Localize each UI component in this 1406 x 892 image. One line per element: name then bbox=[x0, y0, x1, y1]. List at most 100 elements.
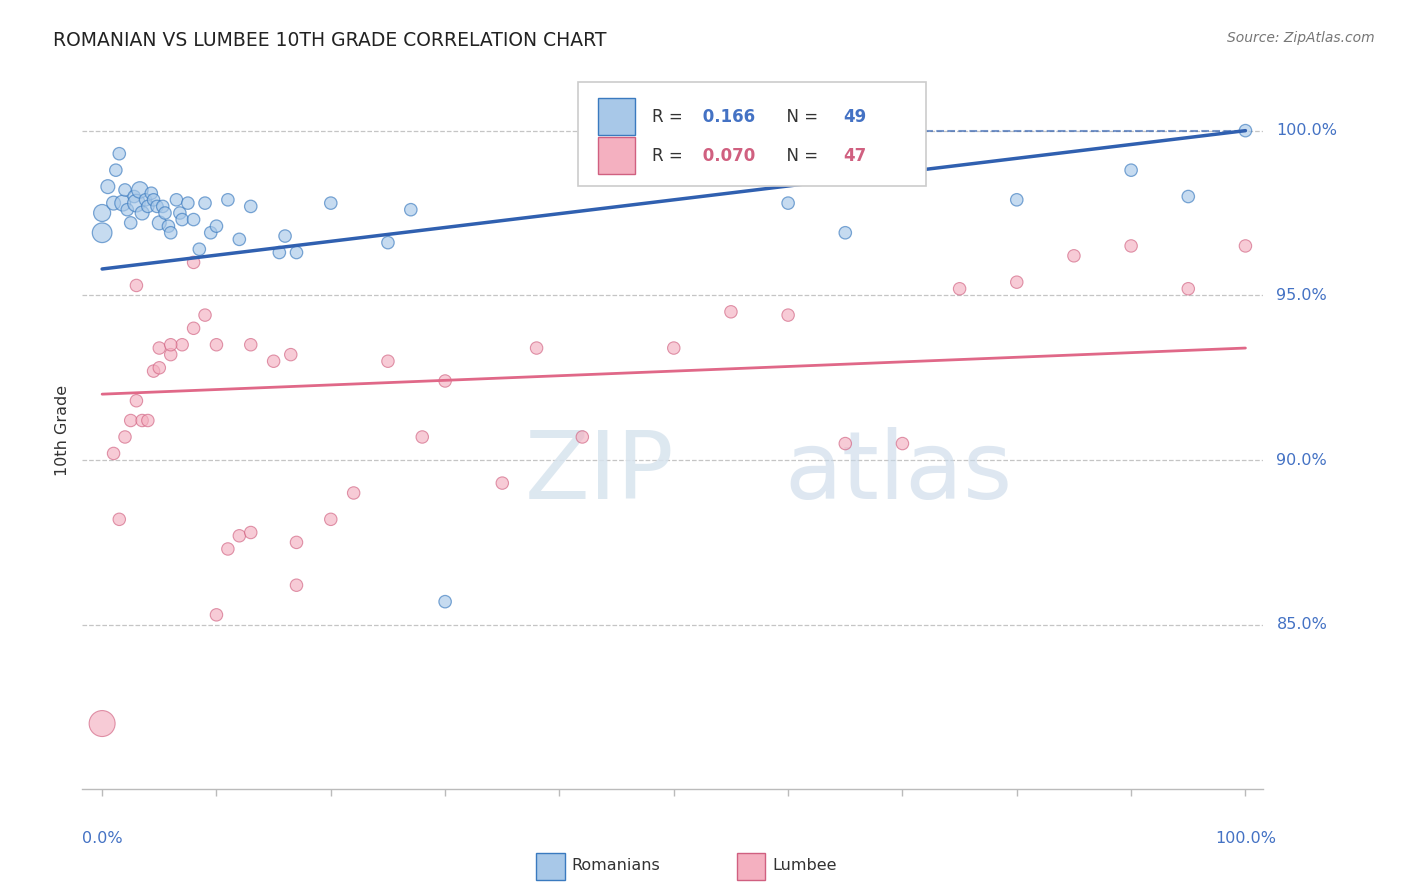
Point bbox=[169, 206, 191, 220]
Point bbox=[343, 486, 366, 500]
Text: 0.166: 0.166 bbox=[697, 108, 755, 126]
Point bbox=[377, 235, 399, 250]
Point bbox=[131, 206, 153, 220]
FancyBboxPatch shape bbox=[578, 82, 927, 186]
Text: 49: 49 bbox=[844, 108, 866, 126]
Point bbox=[159, 337, 181, 351]
Point bbox=[103, 196, 125, 211]
Point bbox=[97, 179, 120, 194]
Point bbox=[148, 216, 170, 230]
Point bbox=[111, 196, 134, 211]
Text: N =: N = bbox=[776, 108, 824, 126]
Point bbox=[526, 341, 548, 355]
Point bbox=[117, 202, 139, 217]
Point bbox=[148, 341, 170, 355]
Text: 90.0%: 90.0% bbox=[1277, 452, 1327, 467]
Text: R =: R = bbox=[652, 108, 688, 126]
Point bbox=[108, 146, 131, 161]
Point bbox=[269, 245, 291, 260]
Point bbox=[274, 229, 297, 244]
Text: atlas: atlas bbox=[785, 427, 1012, 519]
Point bbox=[1234, 123, 1257, 137]
Point bbox=[108, 512, 131, 526]
Point bbox=[136, 413, 159, 427]
Point bbox=[103, 446, 125, 460]
Point bbox=[91, 206, 114, 220]
Point bbox=[205, 219, 228, 234]
Point bbox=[146, 199, 169, 213]
Point bbox=[142, 193, 165, 207]
Point bbox=[114, 430, 136, 444]
Point bbox=[165, 193, 187, 207]
Point bbox=[177, 196, 200, 211]
Point bbox=[183, 321, 205, 335]
Point bbox=[141, 186, 163, 201]
Point bbox=[104, 163, 127, 178]
Point bbox=[153, 206, 176, 220]
Point bbox=[135, 193, 157, 207]
Point bbox=[172, 337, 194, 351]
Point bbox=[125, 393, 148, 408]
Point bbox=[1005, 193, 1028, 207]
Y-axis label: 10th Grade: 10th Grade bbox=[55, 384, 70, 476]
Point bbox=[91, 226, 114, 240]
Point bbox=[136, 199, 159, 213]
Point bbox=[239, 337, 262, 351]
Point bbox=[285, 245, 308, 260]
Point bbox=[571, 430, 593, 444]
Point bbox=[319, 512, 342, 526]
Point bbox=[217, 541, 239, 556]
Point bbox=[434, 374, 457, 388]
Point bbox=[411, 430, 433, 444]
Text: ZIP: ZIP bbox=[524, 427, 673, 519]
Text: N =: N = bbox=[776, 146, 824, 164]
Point bbox=[142, 364, 165, 378]
Point bbox=[239, 525, 262, 540]
Point bbox=[1177, 282, 1199, 296]
Point bbox=[1005, 275, 1028, 289]
Text: 100.0%: 100.0% bbox=[1215, 831, 1275, 847]
Text: Source: ZipAtlas.com: Source: ZipAtlas.com bbox=[1227, 31, 1375, 45]
Bar bbox=[598, 136, 636, 174]
Text: 95.0%: 95.0% bbox=[1277, 288, 1327, 303]
Point bbox=[285, 535, 308, 549]
Text: R =: R = bbox=[652, 146, 688, 164]
Point bbox=[662, 341, 685, 355]
Point bbox=[399, 202, 422, 217]
Point bbox=[91, 716, 114, 731]
Point bbox=[319, 196, 342, 211]
Point bbox=[200, 226, 222, 240]
Point bbox=[188, 242, 211, 256]
Text: 85.0%: 85.0% bbox=[1277, 617, 1327, 632]
Point bbox=[1119, 239, 1142, 253]
Point bbox=[377, 354, 399, 368]
Text: 100.0%: 100.0% bbox=[1277, 123, 1337, 138]
Point bbox=[183, 212, 205, 227]
Text: Romanians: Romanians bbox=[572, 858, 661, 873]
Point bbox=[120, 216, 142, 230]
Point bbox=[228, 232, 250, 246]
Point bbox=[891, 436, 914, 450]
Point bbox=[834, 226, 856, 240]
Point bbox=[217, 193, 239, 207]
Text: ROMANIAN VS LUMBEE 10TH GRADE CORRELATION CHART: ROMANIAN VS LUMBEE 10TH GRADE CORRELATIO… bbox=[53, 31, 607, 50]
Point bbox=[194, 196, 217, 211]
Point bbox=[205, 607, 228, 622]
Point bbox=[720, 305, 742, 319]
Point bbox=[778, 308, 800, 322]
Point bbox=[125, 278, 148, 293]
Point bbox=[157, 219, 180, 234]
Point bbox=[834, 436, 856, 450]
Bar bbox=[536, 853, 565, 880]
Point bbox=[205, 337, 228, 351]
Point bbox=[114, 183, 136, 197]
Point bbox=[1234, 239, 1257, 253]
Point bbox=[1063, 249, 1085, 263]
Point bbox=[263, 354, 285, 368]
Text: 0.070: 0.070 bbox=[697, 146, 755, 164]
Point bbox=[239, 199, 262, 213]
Text: Lumbee: Lumbee bbox=[772, 858, 837, 873]
Point bbox=[183, 255, 205, 269]
Point bbox=[778, 196, 800, 211]
Bar bbox=[598, 98, 636, 136]
